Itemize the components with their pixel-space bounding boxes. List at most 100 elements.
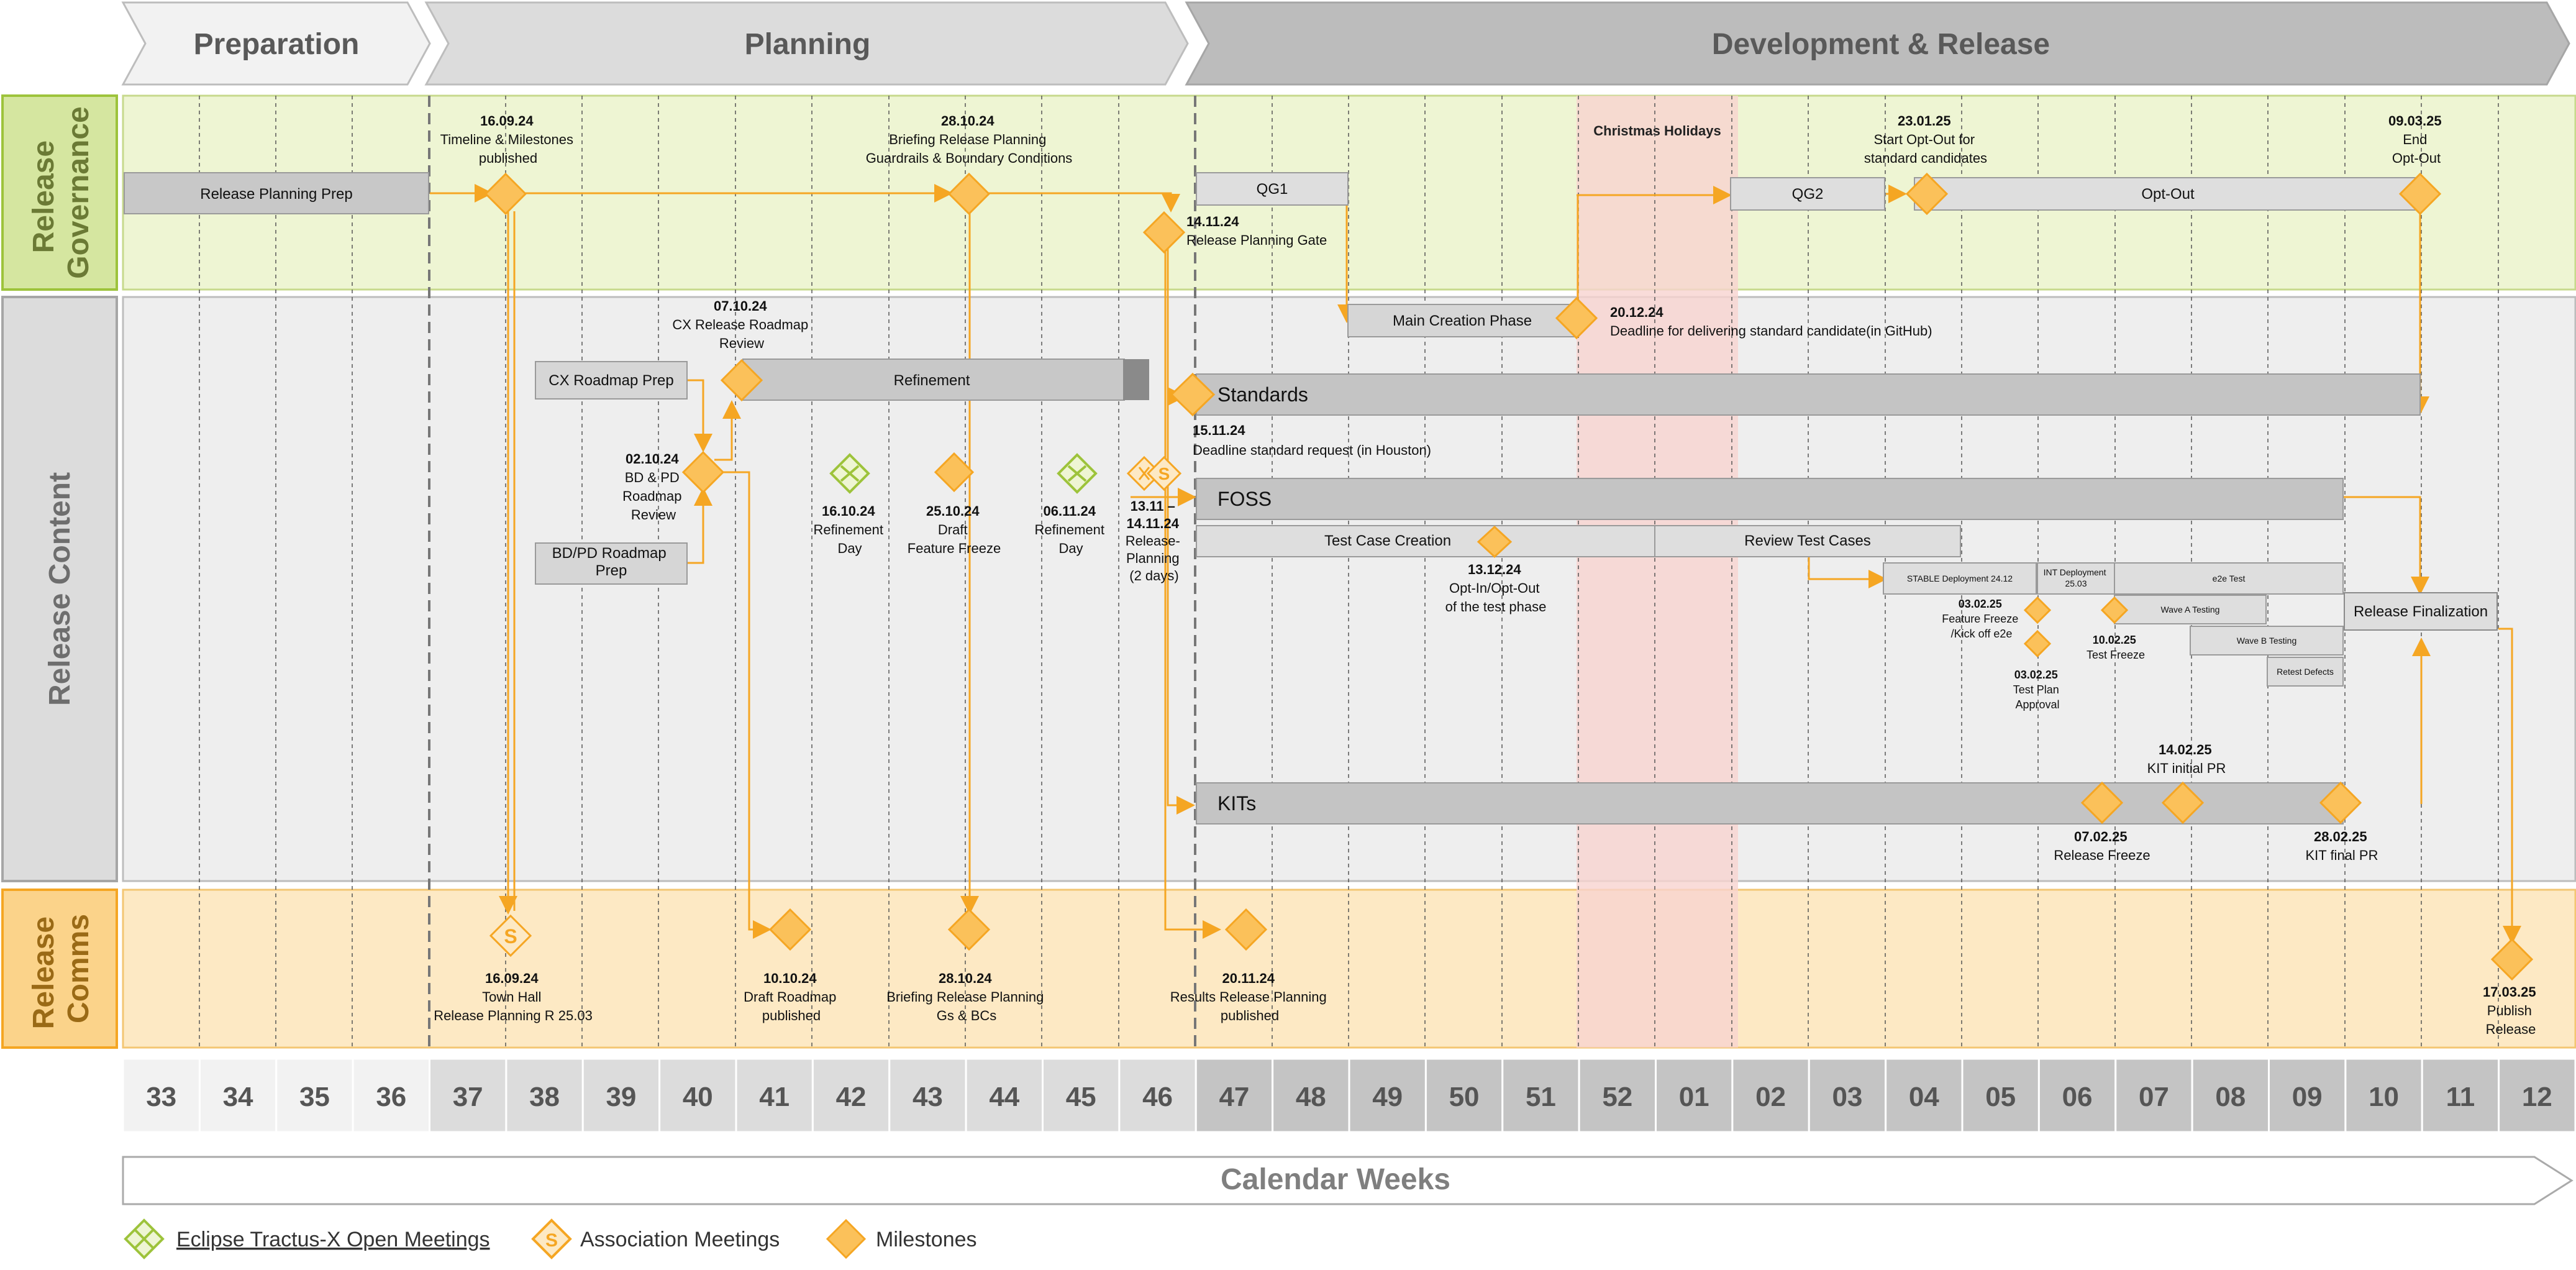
bar-retest-defects-label: Retest Defects: [2277, 667, 2334, 677]
milestone-diamond-141124: [1142, 211, 1186, 254]
milestone-diamond-c170325: [2490, 938, 2534, 981]
svg-text:S: S: [1158, 464, 1170, 483]
bar-standards-label: Standards: [1217, 383, 1308, 406]
milestone-021024-text: 02.10.24 BD & PD Roadmap Review: [622, 451, 685, 523]
milestone-labels: 16.09.24 Timeline & Milestones published…: [434, 113, 2536, 1037]
bar-review-test-cases-label: Review Test Cases: [1744, 532, 1871, 549]
milestone-diamond-030225b: [2023, 629, 2052, 658]
bar-qg1-label: QG1: [1257, 181, 1288, 198]
week-cell: [1808, 1058, 1887, 1133]
week-label: 12: [2522, 1082, 2552, 1112]
milestone-c281024-text: 28.10.24 Briefing Release Planning Gs & …: [886, 971, 1047, 1023]
bar-bdpd-roadmap-prep: [535, 542, 688, 585]
milestone-diamond-151124: [1170, 372, 1216, 417]
milestone-161024-text: 16.10.24 Refinement Day: [814, 503, 886, 556]
bar-test-case-creation: [1196, 525, 1655, 557]
week-cell: [1348, 1058, 1427, 1133]
week-cell: [2268, 1058, 2347, 1133]
week-label: 34: [223, 1082, 253, 1112]
bar-kits: [1196, 782, 2344, 825]
milestone-090325-text: 09.03.25 End Opt-Out: [2388, 113, 2444, 166]
week-cell: [2421, 1058, 2500, 1133]
milestone-251024-text: 25.10.24 Draft Feature Freeze: [908, 503, 1001, 556]
bar-test-case-creation-label: Test Case Creation: [1324, 532, 1451, 549]
milestone-diamond-230125: [1905, 172, 1949, 216]
phase-preparation-label: Preparation: [194, 28, 360, 61]
milestone-030225b-text: 03.02.25 Test Plan Approval: [2013, 669, 2062, 711]
milestone-280225-text: 28.02.25 KIT final PR: [2306, 829, 2378, 863]
week-cell: [122, 1058, 201, 1133]
row-label-governance-box: [1, 94, 118, 291]
week-cell: [1961, 1058, 2040, 1133]
week-label: 40: [683, 1082, 713, 1112]
milestone-070225-text: 07.02.25 Release Freeze: [2054, 829, 2150, 863]
milestone-c101024-text: 10.10.24 Draft Roadmap published: [744, 971, 839, 1023]
milestone-diamond-201224: [1555, 296, 1598, 340]
week-cell: [2191, 1058, 2270, 1133]
week-cell: [965, 1058, 1044, 1133]
bar-review-test-cases: [1654, 525, 1961, 557]
week-cell: [2114, 1058, 2193, 1133]
week-label: 47: [1219, 1082, 1249, 1112]
milestone-281024-text: 28.10.24 Briefing Release Planning Guard…: [866, 113, 1073, 166]
calendar-weeks-label: Calendar Weeks: [1221, 1163, 1450, 1196]
week-label: 01: [1679, 1082, 1709, 1112]
row-label-content-box: [1, 296, 118, 882]
week-label: 45: [1066, 1082, 1096, 1112]
week-cell: [2498, 1058, 2576, 1133]
legend-milestones-label: Milestones: [876, 1228, 977, 1251]
week-label: 39: [606, 1082, 636, 1112]
week-label: 35: [299, 1082, 330, 1112]
week-cell: [198, 1058, 278, 1133]
milestone-diamond-251024: [934, 452, 975, 493]
row-label-comms-box: [1, 889, 118, 1049]
week-cell: [2037, 1058, 2117, 1133]
bar-wave-a-testing-label: Wave A Testing: [2161, 605, 2220, 614]
phase-development-release-label: Development & Release: [1712, 28, 2050, 61]
bar-qg1: [1196, 172, 1349, 206]
row-label-comms: Release Comms: [27, 908, 95, 1030]
week-label: 51: [1526, 1082, 1556, 1112]
week-label: 44: [989, 1082, 1019, 1112]
week-cell: [505, 1058, 584, 1133]
bar-wave-b-testing: [2190, 626, 2344, 656]
phase-preparation: [121, 1, 431, 86]
phase-boundaries: [428, 96, 1196, 1048]
legend-eclipse-label: Eclipse Tractus-X Open Meetings: [176, 1228, 490, 1251]
week-label: 05: [1985, 1082, 2016, 1112]
week-label: 11: [2446, 1082, 2475, 1112]
week-label: 42: [836, 1082, 867, 1112]
week-gridlines: [199, 96, 2499, 1048]
phase-development-release: [1185, 1, 2570, 86]
milestone-c160924-text: 16.09.24 Town Hall Release Planning R 25…: [434, 971, 593, 1023]
bar-release-finalization: [2344, 592, 2498, 631]
lane-comms: [122, 889, 2576, 1049]
week-label: 03: [1832, 1082, 1862, 1112]
connectors: [430, 184, 2521, 944]
week-label: 06: [2062, 1082, 2093, 1112]
milestone-100225-text: 10.02.25 Test Freeze: [2087, 634, 2145, 661]
phase-planning: [424, 1, 1189, 86]
week-cell: [275, 1058, 354, 1133]
bar-refinement-label: Refinement: [894, 372, 970, 389]
week-cell: [888, 1058, 967, 1133]
week-label: 10: [2369, 1082, 2399, 1112]
milestone-diamond-100225: [2100, 596, 2129, 624]
week-label: 09: [2292, 1082, 2323, 1112]
eclipse-meeting-icon-061124: [1057, 453, 1098, 494]
week-label: 46: [1142, 1082, 1173, 1112]
christmas-holidays-label: Christmas Holidays: [1593, 123, 1721, 139]
milestone-diamond-021024: [681, 450, 725, 494]
association-meeting-icon-131124b: S: [1146, 455, 1182, 491]
bar-release-finalization-label: Release Finalization: [2354, 603, 2488, 620]
week-cell: [1655, 1058, 1734, 1133]
phase-header: Preparation Planning Development & Relea…: [121, 1, 2570, 86]
bar-foss-label: FOSS: [1217, 488, 1272, 510]
bar-qg2-label: QG2: [1792, 186, 1824, 203]
milestone-diamond-090325: [2398, 172, 2442, 216]
bar-standards: [1196, 373, 2421, 416]
milestone-diamond-c281024: [947, 908, 991, 951]
milestone-diamonds: [484, 172, 2534, 981]
bar-cx-roadmap-prep: [535, 361, 688, 400]
bars: Release Planning Prep QG1 QG2 Opt-Out Ma…: [124, 172, 2498, 825]
